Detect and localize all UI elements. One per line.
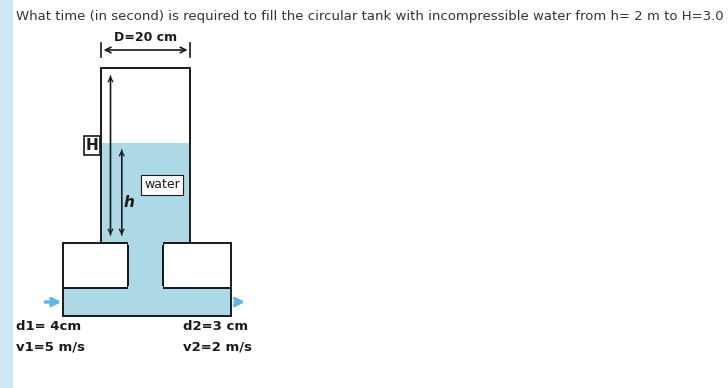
Text: d1= 4cm: d1= 4cm — [17, 320, 82, 333]
Bar — [100, 143, 191, 243]
Text: v2=2 m/s: v2=2 m/s — [183, 340, 252, 353]
Text: water: water — [144, 178, 180, 192]
Bar — [163, 243, 232, 288]
Text: D=20 cm: D=20 cm — [114, 31, 177, 44]
Text: d2=3 cm: d2=3 cm — [183, 320, 248, 333]
Text: h: h — [123, 196, 134, 211]
Bar — [63, 288, 232, 316]
Bar — [0, 0, 13, 388]
Bar — [63, 288, 232, 316]
Bar — [128, 286, 163, 289]
Bar — [128, 243, 163, 288]
Bar — [63, 243, 128, 288]
Text: v1=5 m/s: v1=5 m/s — [17, 340, 85, 353]
Bar — [128, 241, 163, 245]
Text: H: H — [85, 138, 98, 153]
Bar — [100, 68, 191, 243]
Text: What time (in second) is required to fill the circular tank with incompressible : What time (in second) is required to fil… — [17, 10, 728, 23]
